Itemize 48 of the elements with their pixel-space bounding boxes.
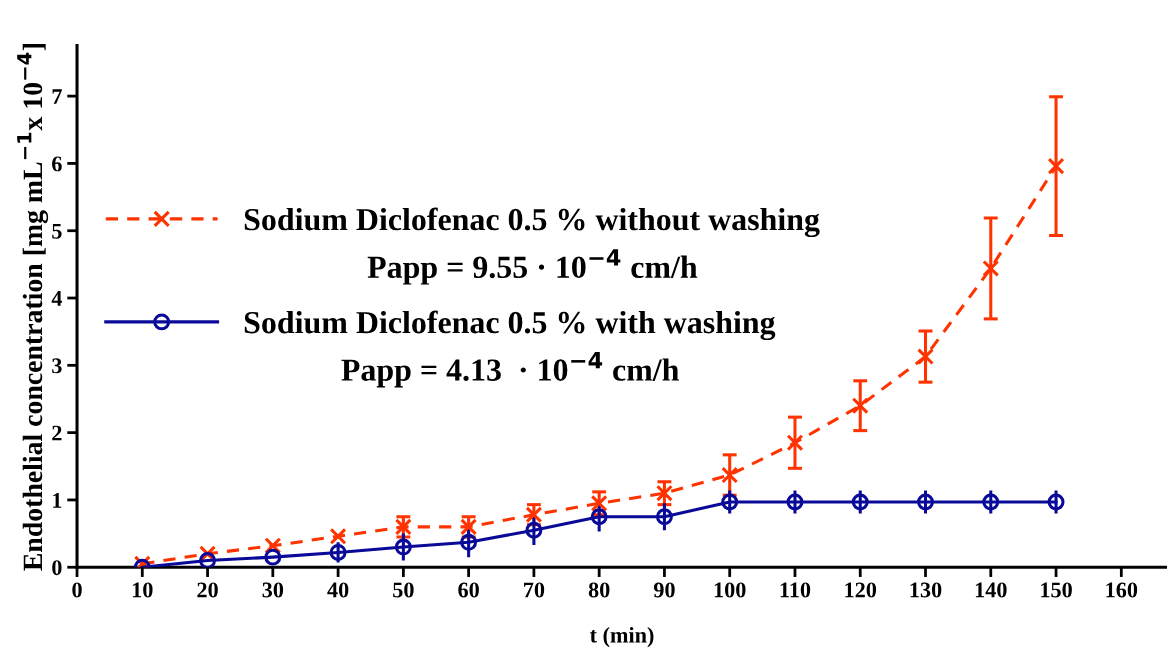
point <box>982 259 1000 277</box>
point <box>786 434 804 452</box>
x-tick-label: 10 <box>132 582 153 598</box>
y-tick-label: 1 <box>53 492 62 508</box>
x-tick-label: 20 <box>197 582 218 598</box>
y-tick-label: 5 <box>52 223 62 239</box>
x-tick-label: 140 <box>975 582 1007 598</box>
x-tick-label: 120 <box>845 582 877 598</box>
point <box>851 397 869 415</box>
y-tick-label: 6 <box>52 156 62 172</box>
point <box>721 466 739 484</box>
x-tick-label: 30 <box>262 582 284 598</box>
x-tick-label: 160 <box>1106 582 1138 598</box>
point <box>982 493 1000 511</box>
x-axis-title: t (min) <box>589 626 654 648</box>
y-tick-label: 4 <box>51 291 63 306</box>
point <box>329 543 347 561</box>
point <box>264 548 282 566</box>
x-tick-label: 50 <box>393 582 414 598</box>
point <box>655 508 673 526</box>
point <box>917 348 934 366</box>
point <box>329 527 347 545</box>
point <box>917 493 934 511</box>
point <box>786 493 804 511</box>
x-tick-label: 110 <box>780 582 811 598</box>
point <box>1047 157 1065 175</box>
point <box>721 493 739 511</box>
point <box>851 493 869 511</box>
y-tick-label: 2 <box>52 425 62 441</box>
x-tick-label: 40 <box>327 582 349 598</box>
point <box>1047 493 1065 511</box>
y-axis-title: Endothelial concentration [mg mL$^{−1}$x 10$^{−4}$] <box>17 43 49 571</box>
y-tick-label: 3 <box>52 358 62 374</box>
x-tick-label: 80 <box>588 582 610 598</box>
x-tick-label: 60 <box>458 582 479 598</box>
x-tick-label: 70 <box>524 582 545 598</box>
x-tick-label: 130 <box>910 582 942 598</box>
x-tick-label: 90 <box>653 582 675 598</box>
y-tick-label: 7 <box>52 89 62 104</box>
y-tick-label: 0 <box>52 560 62 576</box>
point <box>199 552 217 568</box>
annotation: Papp = 9.55 · 10$^{−4}$ cm/h <box>367 249 698 285</box>
x-tick-label: 0 <box>72 582 82 598</box>
legend-label: Sodium Diclofenac 0.5 % without washing <box>244 207 820 238</box>
x-tick-label: 100 <box>714 582 746 598</box>
x-tick-label: 150 <box>1041 582 1072 598</box>
annotation: Papp = 4.13 · 10$^{−4}$ cm/h <box>341 352 679 388</box>
legend-label: Sodium Diclofenac 0.5 % with washing <box>244 310 776 341</box>
